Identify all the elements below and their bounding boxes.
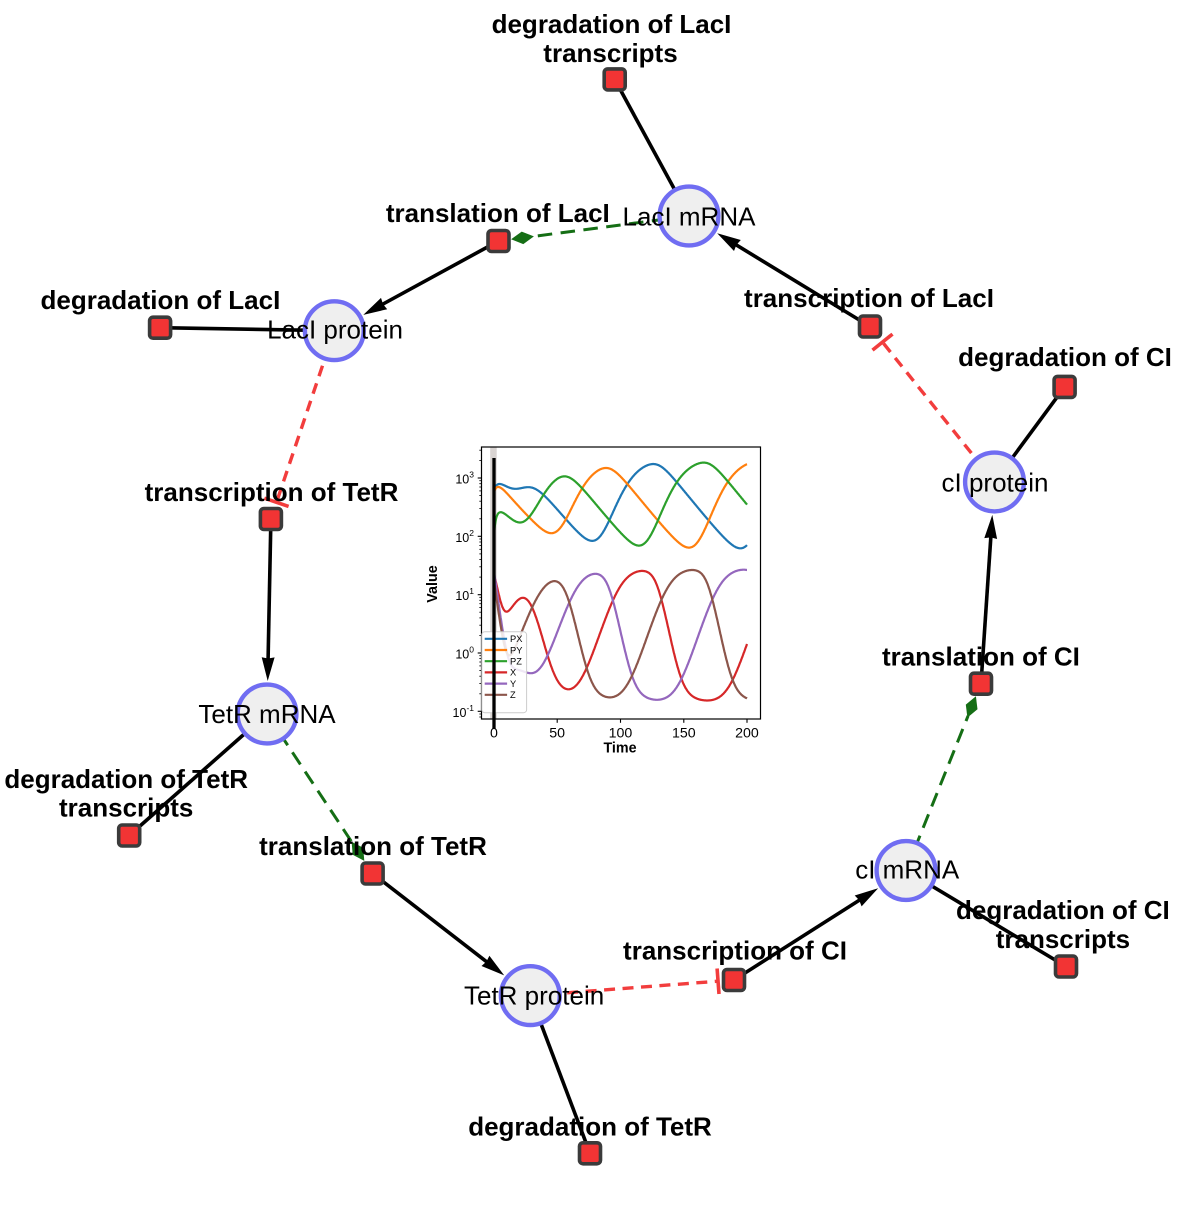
svg-text:degradation of TetR: degradation of TetR [4,764,248,794]
svg-text:translation of TetR: translation of TetR [259,831,487,861]
svg-text:PX: PX [510,634,522,644]
svg-text:100: 100 [609,726,633,742]
svg-text:cI protein: cI protein [942,468,1049,498]
svg-text:102: 102 [455,528,474,545]
svg-text:50: 50 [549,726,565,742]
svg-text:Z: Z [510,690,516,700]
svg-text:cI mRNA: cI mRNA [855,854,960,884]
svg-text:Y: Y [510,679,516,689]
svg-text:translation of CI: translation of CI [882,641,1080,671]
svg-text:LacI mRNA: LacI mRNA [623,201,757,231]
svg-text:X: X [510,668,516,678]
svg-text:degradation of LacI: degradation of LacI [492,9,732,39]
svg-text:transcripts: transcripts [543,38,677,68]
svg-text:transcription of TetR: transcription of TetR [145,477,399,507]
svg-text:10-1: 10-1 [453,703,475,720]
svg-text:degradation of CI: degradation of CI [956,895,1170,925]
svg-text:103: 103 [455,470,474,487]
svg-text:translation of LacI: translation of LacI [386,198,610,228]
svg-text:PZ: PZ [510,657,522,667]
svg-text:transcripts: transcripts [996,924,1130,954]
svg-text:200: 200 [735,726,759,742]
svg-text:101: 101 [455,586,474,603]
svg-text:0: 0 [490,726,498,742]
svg-text:degradation of LacI: degradation of LacI [40,285,280,315]
svg-text:transcription of CI: transcription of CI [623,936,847,966]
svg-text:150: 150 [672,726,696,742]
svg-text:degradation of CI: degradation of CI [958,342,1172,372]
svg-text:Value: Value [425,565,441,602]
svg-text:100: 100 [455,645,474,662]
svg-text:PY: PY [510,645,522,655]
svg-text:TetR mRNA: TetR mRNA [198,699,336,729]
svg-text:LacI protein: LacI protein [267,315,403,345]
svg-text:transcripts: transcripts [59,793,193,823]
svg-text:TetR protein: TetR protein [464,980,604,1010]
svg-text:degradation of TetR: degradation of TetR [468,1112,712,1142]
svg-text:transcription of LacI: transcription of LacI [744,283,994,313]
svg-text:Time: Time [603,741,636,757]
